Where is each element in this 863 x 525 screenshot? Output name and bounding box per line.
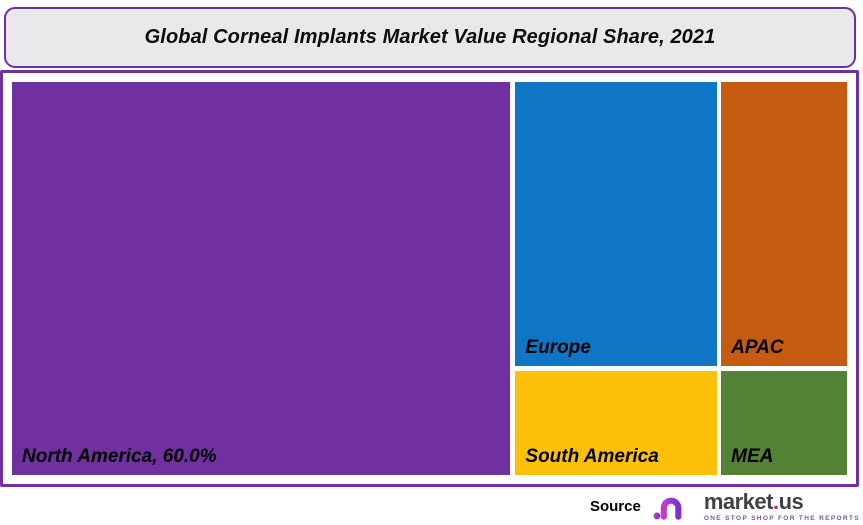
treemap-frame: North America, 60.0% Europe APAC South A…: [0, 70, 859, 487]
source-label: Source: [589, 497, 641, 515]
treemap-bottom-row: South America MEA: [515, 370, 847, 475]
tile-label-europe: Europe: [525, 336, 591, 358]
market-us-logo-text: market.us ONE STOP SHOP FOR THE REPORTS: [703, 488, 860, 522]
source-row: Source market.us ONE STOP SHOP FOR THE R…: [590, 487, 860, 525]
tile-label-north-america: North America, 60.0%: [22, 446, 217, 467]
market-us-tagline: ONE STOP SHOP FOR THE REPORTS: [703, 514, 860, 522]
brand-suffix: us: [778, 488, 804, 514]
market-us-logo: market.us ONE STOP SHOP FOR THE REPORTS: [653, 490, 860, 522]
brand-word: market: [703, 488, 774, 514]
treemap-right-column: Europe APAC South America MEA: [515, 82, 847, 475]
market-us-wordmark: market.us: [703, 488, 860, 514]
treemap-tile-europe: Europe: [515, 82, 718, 366]
treemap: North America, 60.0% Europe APAC South A…: [12, 82, 847, 475]
treemap-tile-apac: APAC: [721, 82, 847, 366]
market-us-logo-icon: [653, 494, 697, 520]
treemap-top-row: Europe APAC: [515, 82, 847, 366]
brand-dot: .: [772, 488, 779, 514]
tile-label-mea: MEA: [731, 446, 774, 467]
chart-title-box: Global Corneal Implants Market Value Reg…: [4, 7, 856, 68]
tile-label-south-america: South America: [525, 446, 659, 467]
treemap-tile-north-america: North America, 60.0%: [12, 82, 511, 475]
chart-title: Global Corneal Implants Market Value Reg…: [144, 26, 716, 48]
treemap-tile-mea: MEA: [721, 370, 847, 475]
tile-label-apac: APAC: [731, 336, 784, 358]
treemap-tile-south-america: South America: [515, 370, 718, 475]
